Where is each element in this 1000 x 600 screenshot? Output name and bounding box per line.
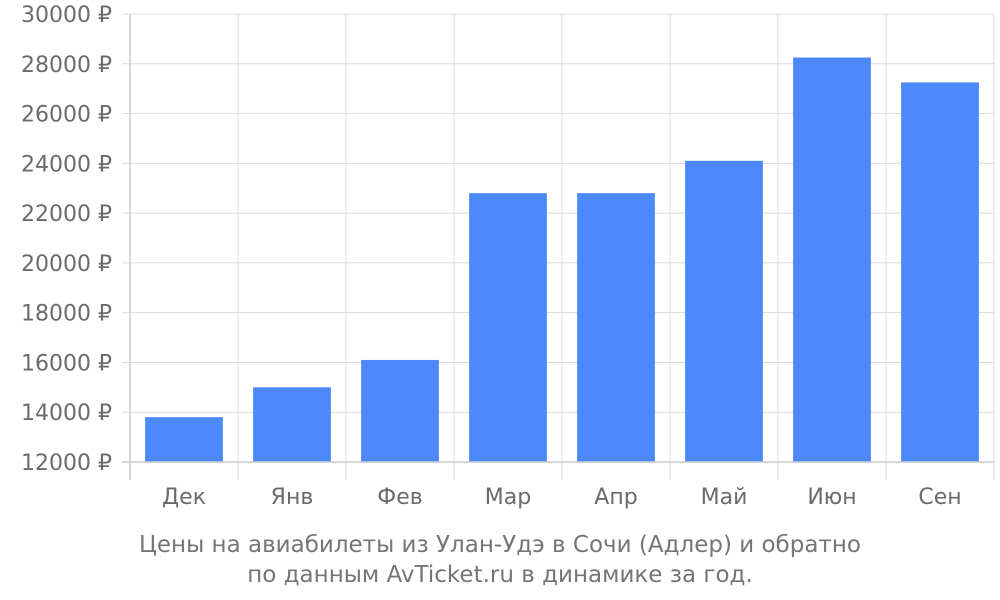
bar-3	[469, 193, 547, 462]
x-tick-label: Сен	[918, 485, 961, 510]
axes	[122, 14, 995, 480]
bar-5	[685, 160, 763, 462]
y-tick-label: 22000 ₽	[21, 202, 112, 227]
x-tick-label: Апр	[594, 485, 637, 510]
bar-0	[145, 417, 223, 462]
chart-caption-line1: Цены на авиабилеты из Улан-Удэ в Сочи (А…	[139, 532, 861, 558]
x-tick-label: Янв	[271, 485, 314, 510]
bar-2	[361, 359, 439, 462]
x-tick-label: Фев	[377, 485, 422, 510]
y-tick-label: 24000 ₽	[21, 152, 112, 177]
bar-6	[793, 57, 871, 463]
y-tick-labels: 12000 ₽ 14000 ₽ 16000 ₽ 18000 ₽ 20000 ₽ 22000…	[21, 3, 112, 476]
bar-1	[253, 387, 331, 462]
y-tick-label: 20000 ₽	[21, 252, 112, 277]
x-tick-label: Июн	[807, 485, 856, 510]
y-tick-label: 26000 ₽	[21, 103, 112, 128]
y-tick-label: 16000 ₽	[21, 351, 112, 376]
y-tick-label: 14000 ₽	[21, 401, 112, 426]
y-tick-label: 12000 ₽	[21, 451, 112, 476]
bars	[145, 57, 979, 463]
x-tick-labels: Дек Янв Фев Мар Апр Май Июн Сен	[162, 485, 962, 510]
chart-caption-line2: по данным AvTicket.ru в динамике за год.	[247, 562, 753, 588]
y-tick-label: 18000 ₽	[21, 302, 112, 327]
y-tick-label: 28000 ₽	[21, 53, 112, 78]
bar-7	[901, 82, 979, 462]
bar-4	[577, 193, 655, 462]
x-tick-label: Май	[701, 485, 748, 510]
x-tick-label: Дек	[162, 485, 206, 510]
y-tick-label: 30000 ₽	[21, 3, 112, 28]
x-tick-label: Мар	[485, 485, 531, 510]
